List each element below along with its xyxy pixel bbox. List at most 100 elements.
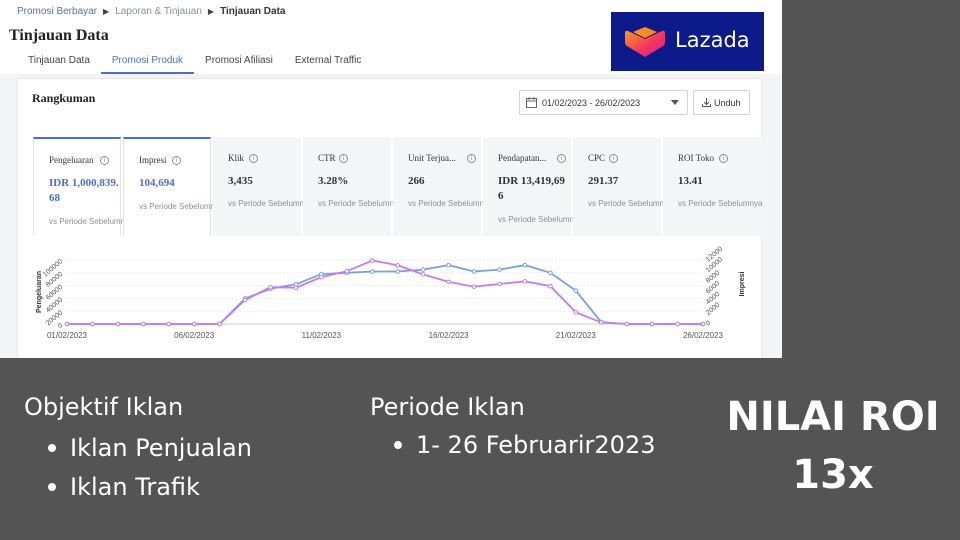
y-tick-label: 0 <box>57 322 65 330</box>
info-icon: i <box>719 154 728 163</box>
metric-compare: vs Periode Sebelumnya <box>678 199 763 208</box>
metric-card-pendapatan[interactable]: Pendapatan... i IDR 13,419,696 vs Period… <box>483 137 583 236</box>
download-label: Unduh <box>714 98 741 108</box>
data-point <box>319 274 324 280</box>
breadcrumb-item-laporan[interactable]: Laporan & Tinjauan <box>115 6 202 17</box>
page-title: Tinjauan Data <box>9 27 109 44</box>
info-icon: i <box>172 156 181 165</box>
data-point <box>115 321 121 327</box>
metric-card-roi-toko[interactable]: ROI Toko i 13.41 vs Periode Sebelumnya <box>663 137 763 236</box>
metric-value: 3,435 <box>228 175 253 187</box>
data-point <box>573 288 579 294</box>
download-button[interactable]: Unduh <box>693 90 750 115</box>
y2-tick-label: 0 <box>705 320 713 328</box>
data-point <box>293 285 299 291</box>
tab-promosi-afiliasi[interactable]: Promosi Afiliasi <box>205 55 273 66</box>
data-point <box>548 283 553 289</box>
metrics-row: Pengeluaran i IDR 1,000,839.68 vs Period… <box>33 137 763 237</box>
data-point <box>497 281 502 287</box>
tab-bar: Tinjauan Data Promosi Produk Promosi Afi… <box>17 50 372 74</box>
x-tick-label: 26/02/2023 <box>683 331 724 340</box>
metric-compare: vs Periode Sebelumnya <box>318 199 403 208</box>
data-point <box>420 267 426 272</box>
series-line-pengeluaran <box>67 264 703 325</box>
data-point <box>369 269 375 274</box>
metric-card-ctr[interactable]: CTR i 3.28% vs Periode Sebelumnya <box>303 137 403 236</box>
metric-value: 104,694 <box>139 177 175 189</box>
data-point <box>344 268 350 274</box>
breadcrumb-item-promosi[interactable]: Promosi Berbayar <box>17 6 98 17</box>
data-point <box>268 284 273 290</box>
data-point <box>395 269 401 274</box>
summary-card: Rangkuman 01/02/2023 - 26/02/2023 Unduh … <box>17 78 763 358</box>
metric-label: ROI Toko <box>678 153 714 163</box>
y-axis-label: Pengeluaran <box>36 271 43 313</box>
metric-value: IDR 1,000,839.68 <box>49 177 119 204</box>
breadcrumb-item-current: Tinjauan Data <box>220 6 286 17</box>
metric-value: 266 <box>408 175 425 187</box>
metric-label: Impresi <box>139 155 167 165</box>
data-point <box>64 321 70 327</box>
list-item: 1- 26 Februarir2023 <box>394 428 655 461</box>
metric-value: IDR 13,419,696 <box>498 175 565 202</box>
data-point <box>675 321 680 327</box>
metric-label: Klik <box>228 153 245 163</box>
data-point <box>369 258 375 263</box>
lazada-wordmark: Lazada <box>675 28 750 52</box>
data-point <box>166 321 172 327</box>
data-point <box>700 321 706 327</box>
tab-external-traffic[interactable]: External Traffic <box>294 55 362 66</box>
download-icon <box>702 98 711 107</box>
metric-label: Pendapatan... <box>498 153 547 163</box>
data-point <box>598 320 604 325</box>
metric-label: Unit Terjua... <box>408 153 456 163</box>
data-point <box>649 321 655 327</box>
metric-compare: vs Periode Sebelumnya <box>139 202 224 211</box>
roi-value: 13x <box>792 452 874 498</box>
x-tick-label: 21/02/2023 <box>556 331 597 340</box>
summary-title: Rangkuman <box>32 91 96 105</box>
info-icon: i <box>609 154 618 163</box>
lazada-heart-icon <box>625 27 665 57</box>
data-point <box>624 321 629 327</box>
bullet-icon <box>48 482 56 491</box>
y2-axis-label: Impresi <box>739 271 746 296</box>
data-point <box>446 279 451 285</box>
tab-promosi-produk[interactable]: Promosi Produk <box>100 50 195 74</box>
data-point <box>141 321 146 327</box>
metric-compare: vs Periode Sebelumnya <box>588 199 673 208</box>
metric-value: 3.28% <box>318 175 349 187</box>
data-point <box>497 267 502 272</box>
series-line-impresi <box>67 259 703 325</box>
metric-card-unit-terjual[interactable]: Unit Terjua... i 266 vs Periode Sebelumn… <box>393 137 493 236</box>
objective-item: Iklan Penjualan <box>70 433 252 462</box>
period-heading: Periode Iklan <box>370 393 525 421</box>
info-icon: i <box>467 154 476 163</box>
data-point <box>573 309 579 315</box>
metric-card-cpc[interactable]: CPC i 291.37 vs Periode Sebelumnya <box>573 137 673 236</box>
data-point <box>471 269 477 274</box>
calendar-icon <box>526 97 537 108</box>
data-point <box>446 262 451 268</box>
data-point <box>242 297 248 303</box>
data-point <box>522 262 528 268</box>
metric-card-klik[interactable]: Klik i 3,435 vs Periode Sebelumnya <box>213 137 313 236</box>
info-icon: i <box>339 154 348 163</box>
metric-compare: vs Periode Sebelumnya <box>498 215 583 224</box>
metric-compare: vs Periode Sebelumnya <box>228 199 313 208</box>
breadcrumb-separator-icon: ▶ <box>207 7 215 16</box>
tab-tinjauan-data[interactable]: Tinjauan Data <box>28 55 90 66</box>
metric-label: CPC <box>588 153 606 163</box>
trend-line-chart: 0200004000060000800001000000200040006000… <box>36 246 746 340</box>
data-point <box>471 284 477 289</box>
date-range-picker[interactable]: 01/02/2023 - 26/02/2023 <box>519 90 688 115</box>
bullet-icon <box>48 443 56 452</box>
metric-card-impresi[interactable]: Impresi i 104,694 vs Periode Sebelumnya <box>123 137 224 236</box>
metric-card-pengeluaran[interactable]: Pengeluaran i IDR 1,000,839.68 vs Period… <box>33 137 134 236</box>
x-tick-label: 16/02/2023 <box>429 331 470 340</box>
metric-label: CTR <box>318 153 336 163</box>
data-point <box>395 263 401 268</box>
data-point <box>522 279 528 284</box>
roi-label: NILAI ROI <box>726 394 940 440</box>
breadcrumb-separator-icon: ▶ <box>103 7 110 16</box>
